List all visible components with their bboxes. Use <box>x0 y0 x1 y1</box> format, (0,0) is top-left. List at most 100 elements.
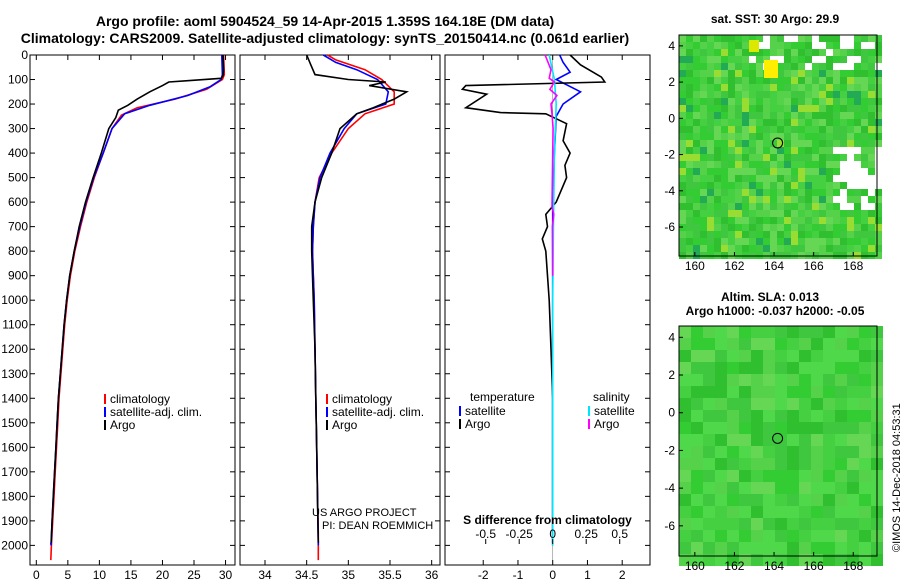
depth-tick-label: 1100 <box>2 318 28 332</box>
x-tick-label: 10 <box>93 568 107 580</box>
depth-tick-label: 400 <box>8 146 28 160</box>
legend-swatch <box>588 419 590 429</box>
depth-tick-label: 1500 <box>1 416 28 430</box>
map-x-tick-label: 168 <box>843 259 863 273</box>
x-tick-label: 25 <box>187 568 201 580</box>
figure-title-line2: Climatology: CARS2009. Satellite-adjuste… <box>20 30 630 46</box>
series-line-salinity-1 <box>311 54 390 546</box>
x-tick-label: 36 <box>425 568 439 580</box>
secondary-tick-label: 0.25 <box>575 527 599 541</box>
legend-swatch <box>459 406 461 416</box>
map-y-tick-label: -4 <box>664 184 675 198</box>
x-tick-label: 0 <box>549 568 556 580</box>
secondary-tick-label: 0 <box>549 527 556 541</box>
map-y-tick-label: 2 <box>668 368 675 382</box>
figure-title-line1: Argo profile: aoml 5904524_59 14-Apr-201… <box>95 13 555 29</box>
legend-label: satellite <box>594 404 635 418</box>
map-x-tick-label: 162 <box>724 259 744 273</box>
x-tick-label: 34 <box>258 568 272 580</box>
salinity-plot-frame <box>239 54 441 566</box>
depth-tick-label: 1000 <box>1 293 28 307</box>
legend-label: Argo <box>594 417 620 431</box>
x-tick-label: 35 <box>342 568 356 580</box>
legend-swatch <box>104 394 106 404</box>
x-tick-label: 30 <box>219 568 233 580</box>
depth-tick-label: 1900 <box>1 514 28 528</box>
sst-map-field <box>679 35 882 259</box>
sla-map-field <box>679 326 883 566</box>
x-tick-label: 20 <box>156 568 170 580</box>
depth-tick-label: 100 <box>8 73 28 87</box>
argo-position-marker <box>772 432 784 444</box>
map-y-tick-label: -2 <box>664 443 675 457</box>
map-x-tick-label: 166 <box>804 259 824 273</box>
map-y-tick-label: -6 <box>664 519 675 533</box>
series-line-difference-1 <box>460 54 607 543</box>
project-annotation: US ARGO PROJECT <box>312 507 417 519</box>
sst-map-frame <box>678 34 878 257</box>
depth-tick-label: 1200 <box>1 342 28 356</box>
legend-swatch <box>459 419 461 429</box>
x-tick-label: 0 <box>33 568 40 580</box>
depth-tick-label: 800 <box>8 244 28 258</box>
legend-label: satellite-adj. clim. <box>110 405 202 419</box>
depth-tick-label: 1800 <box>1 489 28 503</box>
depth-tick-label: 300 <box>8 122 28 136</box>
temperature-legend-title: temperature <box>470 390 535 404</box>
depth-tick-label: 500 <box>8 171 28 185</box>
legend-swatch <box>326 407 328 417</box>
map-y-tick-label: 4 <box>668 39 675 53</box>
legend-swatch <box>104 420 106 430</box>
secondary-tick-label: -0.25 <box>506 527 534 541</box>
series-line-difference-2 <box>548 54 558 546</box>
secondary-tick-label: 0.5 <box>611 527 628 541</box>
map-y-tick-label: -2 <box>664 148 675 162</box>
depth-tick-label: 2000 <box>1 538 28 552</box>
depth-tick-label: 1400 <box>1 391 28 405</box>
series-line-salinity-0 <box>311 54 395 561</box>
series-line-temperature-0 <box>50 54 226 561</box>
x-tick-label: 5 <box>65 568 72 580</box>
depth-tick-label: 600 <box>8 195 28 209</box>
series-line-temperature-2 <box>50 54 225 543</box>
sst-map-title: sat. SST: 30 Argo: 29.9 <box>711 12 840 26</box>
pi-annotation: PI: DEAN ROEMMICH <box>322 520 433 532</box>
x-tick-label: -2 <box>478 568 489 580</box>
legend-label: Argo <box>110 418 136 432</box>
warm-patch <box>749 40 759 52</box>
legend-label: satellite <box>465 404 506 418</box>
x-tick-label: 1 <box>584 568 591 580</box>
x-tick-label: 35.5 <box>378 568 402 580</box>
imos-credit: ©IMOS 14-Dec-2018 04:53:31 <box>891 403 900 552</box>
map-x-tick-label: 168 <box>843 559 863 573</box>
map-x-tick-label: 164 <box>764 259 784 273</box>
map-x-tick-label: 160 <box>685 559 705 573</box>
series-line-salinity-2 <box>305 54 410 543</box>
depth-tick-label: 1300 <box>1 367 28 381</box>
map-y-tick-label: 4 <box>668 330 675 344</box>
map-y-tick-label: 2 <box>668 75 675 89</box>
legend-swatch <box>104 407 106 417</box>
sla-map-frame <box>678 325 878 557</box>
depth-tick-label: 1700 <box>1 465 28 479</box>
legend-swatch <box>326 394 328 404</box>
map-y-tick-label: -4 <box>664 481 675 495</box>
depth-tick-label: 900 <box>8 269 28 283</box>
sla-map-subtitle: Argo h1000: -0.037 h2000: -0.05 <box>686 304 865 318</box>
depth-tick-label: 200 <box>8 97 28 111</box>
legend-label: Argo <box>465 417 491 431</box>
series-line-difference-0 <box>551 54 583 546</box>
legend-swatch <box>326 420 328 430</box>
series-line-temperature-1 <box>50 54 224 546</box>
x-tick-label: 2 <box>619 568 626 580</box>
x-tick-label: 15 <box>124 568 138 580</box>
legend-label: satellite-adj. clim. <box>332 405 424 419</box>
map-x-tick-label: 160 <box>685 259 705 273</box>
legend-label: climatology <box>110 392 170 406</box>
legend-label: climatology <box>332 392 392 406</box>
sla-map-title: Altim. SLA: 0.013 <box>721 290 819 304</box>
legend-label: Argo <box>332 418 358 432</box>
map-x-tick-label: 166 <box>804 559 824 573</box>
salinity-difference-axis-label: S difference from climatology <box>463 513 632 527</box>
